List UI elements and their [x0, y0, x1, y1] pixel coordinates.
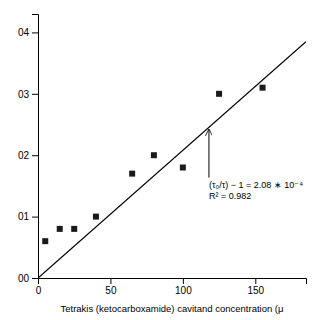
x-tick: 0	[36, 278, 42, 296]
y-tick: 04	[18, 27, 38, 38]
x-axis: 0 50 100 150	[36, 278, 307, 296]
y-tick-label: 04	[18, 27, 30, 38]
x-axis-title: Tetrakis (ketocarboxamide) cavitand conc…	[60, 303, 283, 314]
scatter-point	[129, 171, 135, 177]
y-tick-mark	[32, 155, 38, 156]
annotation-line: (τ₀/τ) − 1 = 2.08 ∗ 10⁻⁴	[209, 180, 303, 190]
annotation-line: R² = 0.982	[209, 191, 251, 201]
y-tick: 02	[18, 150, 38, 161]
scatter-point	[71, 226, 77, 232]
fit-line	[38, 42, 306, 278]
scatter-point	[260, 85, 266, 91]
x-tick-label: 50	[105, 285, 117, 296]
x-tick-mark	[255, 278, 256, 284]
y-axis: 00 01 02 03 04	[18, 15, 39, 284]
y-tick: 03	[18, 89, 38, 100]
x-tick: 150	[247, 278, 264, 296]
scatter-point	[216, 91, 222, 97]
scatter-point	[57, 226, 63, 232]
marks	[38, 42, 306, 278]
x-tick-mark	[110, 278, 111, 284]
chart: 0 50 100 150 00 01 02 03 04 (τ₀/τ) − 1 = 2.08 ∗ 1…	[0, 0, 320, 320]
y-tick-label: 00	[18, 273, 30, 284]
annotation-arrow	[208, 130, 209, 178]
annotation-text: (τ₀/τ) − 1 = 2.08 ∗ 10⁻⁴R² = 0.982	[209, 180, 303, 201]
x-tick: 100	[175, 278, 192, 296]
x-tick-label: 150	[247, 285, 264, 296]
x-tick-label: 0	[36, 285, 42, 296]
scatter-point	[93, 214, 99, 220]
y-tick-mark	[32, 32, 38, 33]
y-tick: 00	[18, 273, 38, 284]
y-tick-label: 03	[18, 89, 30, 100]
y-tick-mark	[32, 217, 38, 218]
x-tick: 50	[105, 278, 117, 296]
y-tick-mark	[32, 278, 38, 279]
scatter-point	[42, 238, 48, 244]
x-axis-line	[39, 279, 307, 285]
y-tick-mark	[32, 94, 38, 95]
y-axis-line	[32, 15, 39, 279]
x-tick-label: 100	[175, 285, 192, 296]
plot-area: 0 50 100 150 00 01 02 03 04 (τ₀/τ) − 1 = 2.08 ∗ 1…	[18, 15, 307, 297]
scatter-point	[180, 164, 186, 170]
annotation: (τ₀/τ) − 1 = 2.08 ∗ 10⁻⁴R² = 0.982	[209, 130, 303, 201]
y-tick-label: 01	[18, 211, 30, 222]
y-tick: 01	[18, 211, 38, 222]
x-tick-mark	[183, 278, 184, 284]
y-tick-label: 02	[18, 150, 30, 161]
scatter-point	[151, 152, 157, 158]
